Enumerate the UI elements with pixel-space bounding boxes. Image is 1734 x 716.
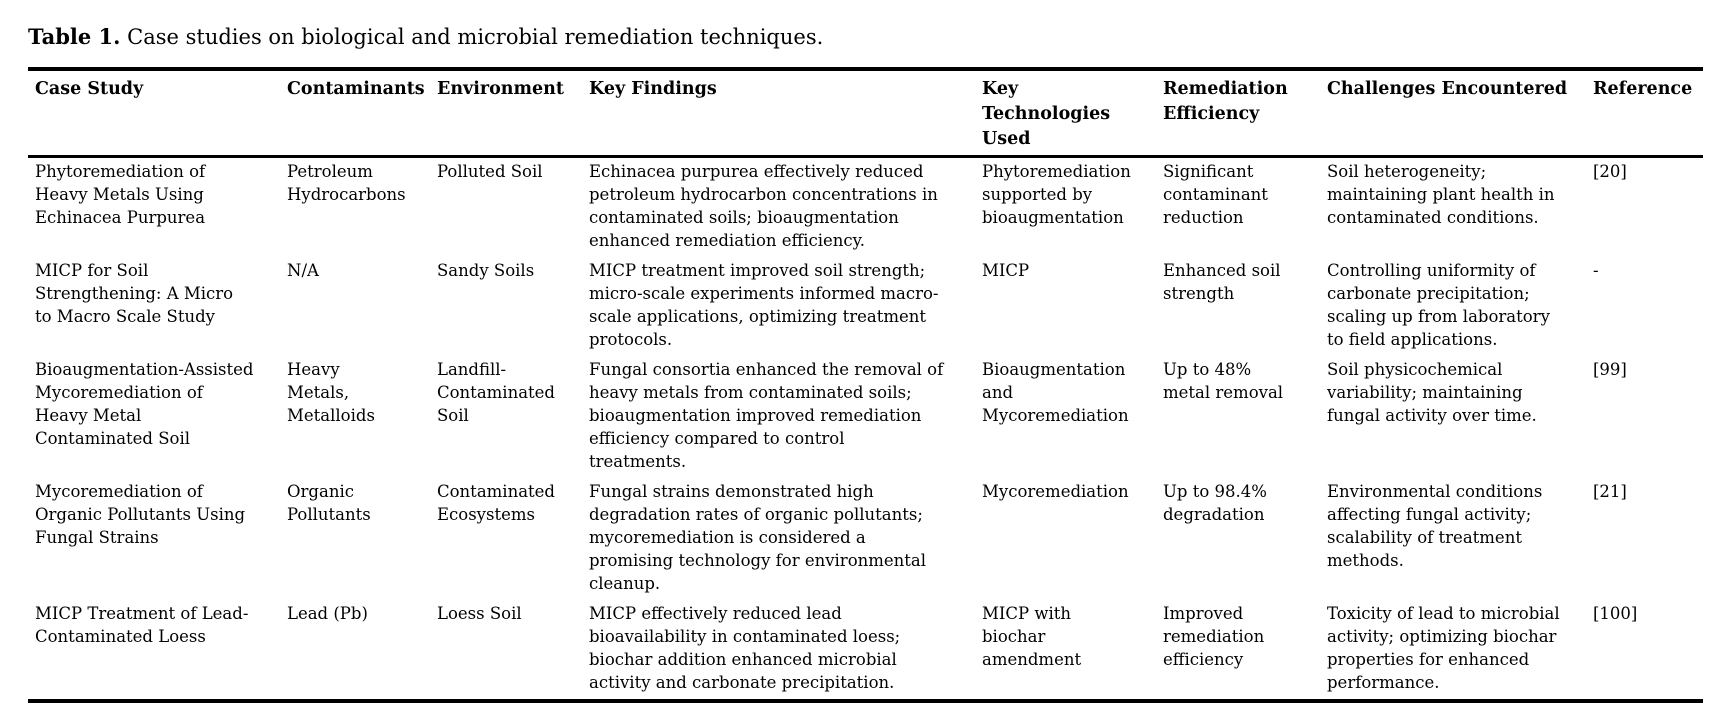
cell-contaminants: N/A: [287, 261, 319, 280]
cell-case-study: Mycoremediation of Organic Pollutants Us…: [35, 482, 246, 547]
table-caption-text: Case studies on biological and microbial…: [120, 25, 824, 49]
col-header-challenges: Challenges Encountered: [1320, 69, 1586, 158]
cell-reference: [100]: [1593, 604, 1638, 623]
cell-key-technologies: Bioaugmentation and Mycoremediation: [982, 360, 1129, 425]
cell-challenges: Toxicity of lead to microbial activity; …: [1327, 604, 1560, 692]
cell-case-study: MICP Treatment of Lead-Contaminated Loes…: [35, 604, 249, 646]
cell-remediation-efficiency: Up to 48% metal removal: [1163, 360, 1284, 402]
cell-key-technologies: Phytoremediation supported by bioaugment…: [982, 162, 1131, 227]
cell-key-findings: Echinacea purpurea effectively reduced p…: [589, 162, 938, 250]
table-row: MICP for Soil Strengthening: A Micro to …: [28, 257, 1703, 356]
table-caption: Table 1. Case studies on biological and …: [28, 24, 1706, 50]
col-header-contaminants: Contaminants: [280, 69, 430, 158]
table-row: MICP Treatment of Lead-Contaminated Loes…: [28, 600, 1703, 701]
cell-contaminants: Heavy Metals, Metalloids: [287, 360, 375, 425]
cell-environment: Sandy Soils: [437, 261, 535, 280]
cell-remediation-efficiency: Enhanced soil strength: [1163, 261, 1281, 303]
cell-reference: [21]: [1593, 482, 1627, 501]
col-header-remediation-efficiency: Remediation Efficiency: [1156, 69, 1320, 158]
col-header-key-technologies: Key Technologies Used: [975, 69, 1156, 158]
cell-contaminants: Lead (Pb): [287, 604, 368, 623]
col-header-key-findings: Key Findings: [582, 69, 975, 158]
table-caption-label: Table 1.: [28, 24, 121, 49]
cell-key-findings: MICP treatment improved soil strength; m…: [589, 261, 939, 349]
col-header-environment: Environment: [430, 69, 582, 158]
cell-contaminants: Petroleum Hydrocarbons: [287, 162, 406, 204]
cell-key-findings: Fungal strains demonstrated high degrada…: [589, 482, 927, 593]
table-header: Case Study Contaminants Environment Key …: [28, 69, 1703, 158]
cell-remediation-efficiency: Up to 98.4% degradation: [1163, 482, 1267, 524]
cell-case-study: MICP for Soil Strengthening: A Micro to …: [35, 261, 234, 326]
cell-reference: [99]: [1593, 360, 1627, 379]
cell-key-findings: Fungal consortia enhanced the removal of…: [589, 360, 944, 471]
cell-environment: Loess Soil: [437, 604, 522, 623]
table-row: Mycoremediation of Organic Pollutants Us…: [28, 478, 1703, 600]
cell-key-technologies: MICP: [982, 261, 1030, 280]
cell-environment: Landfill-Contaminated Soil: [437, 360, 555, 425]
table-body: Phytoremediation of Heavy Metals Using E…: [28, 157, 1703, 702]
cell-environment: Polluted Soil: [437, 162, 543, 181]
cell-key-findings: MICP effectively reduced lead bioavailab…: [589, 604, 901, 692]
table-row: Bioaugmentation-Assisted Mycoremediation…: [28, 356, 1703, 478]
cell-case-study: Bioaugmentation-Assisted Mycoremediation…: [35, 360, 254, 448]
cell-case-study: Phytoremediation of Heavy Metals Using E…: [35, 162, 206, 227]
cell-challenges: Controlling uniformity of carbonate prec…: [1327, 261, 1550, 349]
cell-key-technologies: MICP with biochar amendment: [982, 604, 1082, 669]
cell-contaminants: Organic Pollutants: [287, 482, 371, 524]
col-header-case-study: Case Study: [28, 69, 280, 158]
table-row: Phytoremediation of Heavy Metals Using E…: [28, 157, 1703, 258]
cell-environment: Contaminated Ecosystems: [437, 482, 555, 524]
cell-remediation-efficiency: Improved remediation efficiency: [1163, 604, 1265, 669]
col-header-reference: Reference: [1586, 69, 1703, 158]
cell-remediation-efficiency: Significant contaminant reduction: [1163, 162, 1268, 227]
header-row: Case Study Contaminants Environment Key …: [28, 69, 1703, 158]
cell-challenges: Soil physicochemical variability; mainta…: [1327, 360, 1537, 425]
cell-challenges: Soil heterogeneity; maintaining plant he…: [1327, 162, 1555, 227]
cell-key-technologies: Mycoremediation: [982, 482, 1129, 501]
cell-reference: -: [1593, 261, 1599, 280]
cell-reference: [20]: [1593, 162, 1627, 181]
cell-challenges: Environmental conditions affecting funga…: [1327, 482, 1543, 570]
case-studies-table: Case Study Contaminants Environment Key …: [28, 67, 1703, 703]
